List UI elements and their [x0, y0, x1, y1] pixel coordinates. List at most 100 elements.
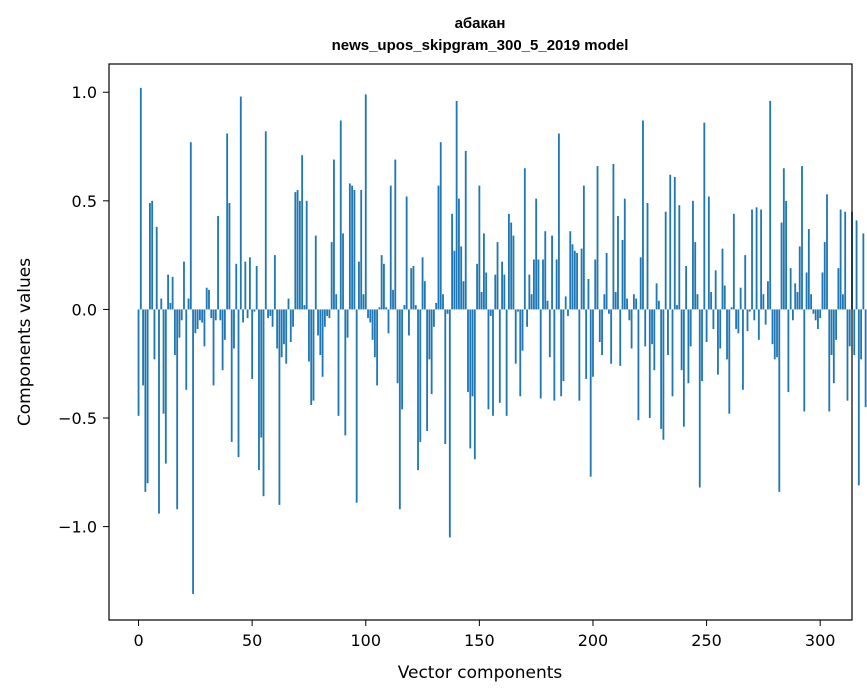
bar-component-27: [198, 309, 201, 321]
bar-component-300: [819, 309, 822, 319]
bar-component-21: [185, 309, 188, 390]
bar-component-107: [380, 255, 383, 310]
bar-component-229: [657, 300, 660, 310]
bar-component-150: [478, 185, 481, 310]
bar-component-305: [830, 309, 833, 356]
bar-component-208: [610, 309, 613, 364]
bar-component-184: [555, 259, 558, 310]
x-axis-label: Vector components: [398, 663, 563, 683]
bar-component-90: [342, 233, 344, 310]
bar-component-175: [535, 198, 538, 310]
bar-component-55: [262, 309, 265, 497]
bar-component-16: [173, 309, 176, 356]
bar-component-32: [210, 309, 213, 319]
bar-component-125: [421, 257, 424, 310]
bar-component-144: [464, 150, 467, 310]
bar-component-259: [726, 309, 728, 360]
bar-component-151: [480, 292, 483, 310]
bar-component-320: [864, 309, 867, 408]
bar-component-152: [483, 233, 485, 310]
bar-component-9: [158, 309, 160, 514]
bar-component-243: [689, 309, 692, 347]
y-tick-label: −1.0: [58, 518, 97, 537]
bar-component-143: [462, 281, 465, 310]
bar-component-34: [214, 309, 217, 321]
bar-component-56: [264, 131, 267, 310]
bar-component-209: [612, 163, 615, 310]
bar-component-228: [655, 283, 658, 310]
bar-component-118: [405, 196, 408, 310]
bar-component-50: [251, 309, 254, 379]
bar-component-96: [355, 309, 358, 503]
bar-component-81: [321, 309, 324, 377]
bar-component-303: [826, 194, 828, 310]
x-tick-label: 50: [242, 631, 262, 650]
bar-component-247: [698, 309, 701, 488]
bar-component-169: [521, 309, 524, 351]
bar-component-281: [776, 309, 778, 358]
bar-component-157: [494, 274, 497, 310]
y-tick-label: 1.0: [72, 83, 97, 102]
bar-component-110: [387, 309, 390, 334]
bar-component-220: [637, 309, 640, 421]
bar-component-180: [546, 300, 549, 310]
x-tick-label: 200: [578, 631, 609, 650]
bar-component-8: [155, 226, 158, 310]
bar-component-215: [626, 298, 628, 310]
bar-component-207: [607, 309, 610, 314]
bar-component-186: [560, 309, 563, 397]
bar-component-98: [360, 189, 363, 310]
bar-component-54: [260, 309, 263, 438]
bar-component-69: [294, 192, 297, 310]
bar-component-155: [489, 309, 492, 316]
bar-component-33: [212, 309, 215, 386]
bar-component-82: [323, 309, 326, 327]
bar-component-58: [269, 309, 272, 316]
bar-component-11: [162, 309, 165, 414]
bar-component-319: [862, 233, 865, 310]
bar-component-136: [446, 309, 449, 314]
bar-component-128: [428, 309, 431, 360]
bar-component-292: [801, 166, 803, 310]
bar-component-309: [839, 209, 842, 310]
bar-component-282: [778, 309, 781, 492]
bar-component-40: [228, 203, 231, 310]
bar-component-287: [789, 268, 792, 310]
plot-frame: [108, 63, 853, 621]
bar-component-246: [696, 294, 699, 310]
bar-component-122: [414, 305, 417, 310]
bars-group: [137, 87, 867, 594]
bar-component-266: [742, 309, 744, 390]
bar-component-181: [548, 309, 551, 358]
bar-component-85: [330, 242, 333, 310]
bar-component-76: [310, 309, 313, 405]
bar-component-111: [389, 185, 392, 310]
bar-component-74: [305, 200, 308, 310]
bar-component-226: [651, 309, 653, 345]
bar-component-89: [339, 120, 342, 310]
bar-component-5: [148, 203, 151, 310]
bar-component-202: [596, 166, 599, 310]
bar-component-167: [517, 309, 519, 312]
bar-component-225: [648, 309, 651, 419]
bar-component-115: [398, 309, 401, 510]
bar-component-29: [203, 309, 206, 347]
bar-component-48: [246, 309, 249, 319]
bar-component-299: [817, 309, 819, 329]
bar-component-182: [551, 235, 553, 310]
bar-component-165: [512, 235, 515, 310]
bar-component-94: [351, 185, 354, 310]
bar-component-92: [346, 309, 349, 338]
bar-component-24: [192, 309, 194, 594]
bar-component-195: [580, 248, 583, 310]
bar-component-318: [860, 309, 862, 360]
bar-component-108: [383, 263, 385, 310]
bar-component-64: [283, 309, 285, 345]
bar-component-218: [632, 294, 635, 310]
y-tick-label: 0.5: [72, 192, 97, 211]
bar-component-62: [278, 309, 281, 505]
bar-component-112: [392, 289, 394, 310]
bar-component-173: [530, 294, 533, 310]
bar-component-49: [248, 257, 251, 310]
bar-component-231: [662, 309, 665, 440]
